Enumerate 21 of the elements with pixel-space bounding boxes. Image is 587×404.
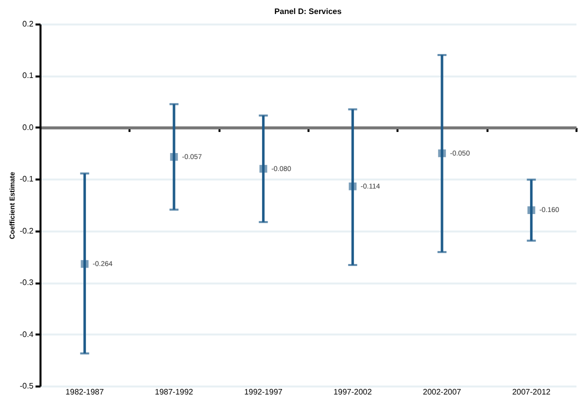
- x-tick-label: 1997-2002: [334, 388, 372, 396]
- x-tick-label: 2007-2012: [512, 388, 552, 396]
- x-tick-label: 1992-1997: [244, 388, 284, 396]
- chart-title: Panel D: Services: [274, 7, 342, 16]
- y-tick-label: -0.1: [20, 174, 34, 184]
- y-tick-label: 0.0: [22, 122, 34, 132]
- y-tick-label: -0.2: [20, 226, 34, 236]
- point: [527, 206, 536, 214]
- y-tick-label: 0.1: [22, 71, 34, 80]
- y-tick-label: -0.5: [20, 382, 34, 390]
- point: [348, 182, 357, 190]
- point: [170, 153, 178, 161]
- y-tick-label: -0.4: [20, 330, 34, 339]
- y-tick-label: 0.2: [22, 20, 34, 28]
- point: [438, 149, 446, 158]
- x-tick-label: 1987-1992: [154, 388, 194, 396]
- x-tick-label: 2002-2007: [422, 388, 462, 396]
- point: [80, 260, 89, 268]
- point: [259, 164, 268, 173]
- x-tick-label: 1982-1987: [66, 388, 104, 396]
- y-tick-label: -0.3: [20, 278, 34, 288]
